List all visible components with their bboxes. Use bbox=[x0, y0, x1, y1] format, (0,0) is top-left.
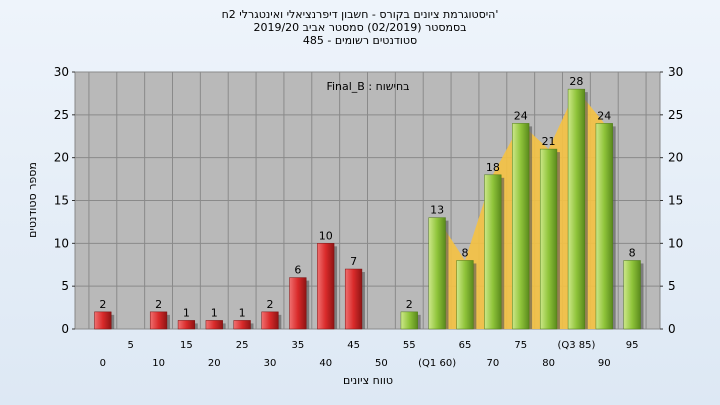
data-label: 18 bbox=[486, 161, 500, 174]
data-label: 7 bbox=[350, 255, 357, 268]
x-axis: 0 5 10 15 20 25 30 35 40 45 50 55(Q1 60)65 70 75 80(Q3… bbox=[100, 340, 639, 369]
x-tick-label: 0 bbox=[100, 358, 106, 369]
x-tick-label: 40 bbox=[319, 358, 332, 369]
data-label: 6 bbox=[294, 264, 301, 277]
data-label: 8 bbox=[462, 246, 469, 259]
y-axis-label: מספר סטודנטים bbox=[26, 162, 39, 238]
bar bbox=[177, 320, 196, 330]
x-tick-label: (Q1 60) bbox=[418, 358, 456, 369]
data-label: 24 bbox=[597, 109, 611, 122]
bar bbox=[205, 320, 223, 330]
data-label: 1 bbox=[239, 306, 246, 319]
y-tick-label-right: 5 bbox=[668, 279, 676, 293]
x-tick-label: 80 bbox=[542, 358, 555, 369]
bar bbox=[289, 277, 307, 330]
bar bbox=[400, 311, 418, 330]
data-label: 1 bbox=[183, 306, 190, 319]
y-tick-label-right: 0 bbox=[668, 322, 676, 336]
bars bbox=[94, 88, 644, 330]
data-label: 24 bbox=[514, 109, 528, 122]
x-tick-label: 95 bbox=[626, 340, 639, 351]
x-tick-label: 90 bbox=[598, 358, 611, 369]
data-label: 1 bbox=[211, 306, 218, 319]
chart-subtitle: בסמסטר (02/2019) סמסטר אביב 2019/20 bbox=[253, 21, 467, 34]
x-tick-label: 70 bbox=[486, 358, 499, 369]
y-tick-label-right: 10 bbox=[668, 236, 683, 250]
x-tick-label: (Q3 85) bbox=[557, 340, 595, 351]
data-label: 28 bbox=[569, 75, 583, 88]
bar bbox=[623, 260, 641, 330]
data-label: 2 bbox=[267, 298, 274, 311]
y-tick-label: 30 bbox=[54, 65, 69, 79]
y-tick-label: 0 bbox=[61, 322, 69, 336]
bar bbox=[539, 148, 558, 330]
y-tick-label-right: 15 bbox=[668, 194, 683, 208]
x-axis-label: טווח ציונים bbox=[343, 374, 393, 387]
data-label: 10 bbox=[319, 229, 333, 242]
bar bbox=[595, 123, 613, 330]
x-tick-label: 25 bbox=[236, 340, 249, 351]
x-tick-label: 45 bbox=[347, 340, 360, 351]
legend-text: Final_B : בחישוח bbox=[326, 80, 409, 93]
bar bbox=[149, 311, 168, 330]
y-tick-label: 10 bbox=[54, 236, 69, 250]
bar bbox=[428, 217, 446, 330]
bar bbox=[344, 268, 363, 330]
y-axis-right: 0 5 10 15 20 25 30 bbox=[660, 65, 683, 336]
bar bbox=[261, 311, 279, 330]
x-tick-label: 5 bbox=[128, 340, 134, 351]
x-tick-label: 20 bbox=[208, 358, 221, 369]
y-tick-label: 5 bbox=[61, 279, 69, 293]
y-axis-left: 0 5 10 15 20 25 30 bbox=[54, 65, 75, 336]
chart-title-block: 'היסטוגרמת ציונים בקורס - חשבון דיפרנציא… bbox=[0, 8, 720, 47]
x-tick-label: 65 bbox=[459, 340, 472, 351]
bar bbox=[484, 174, 502, 330]
y-tick-label-right: 20 bbox=[668, 151, 683, 165]
x-tick-label: 50 bbox=[375, 358, 388, 369]
bar bbox=[456, 260, 474, 330]
bar bbox=[317, 243, 335, 330]
y-tick-label: 15 bbox=[54, 194, 69, 208]
chart-title: 'היסטוגרמת ציונים בקורס - חשבון דיפרנציא… bbox=[221, 8, 499, 21]
data-label: 13 bbox=[430, 204, 444, 217]
chart-subtitle-students: סטודנטים רשומים - 485 bbox=[302, 34, 418, 47]
bar bbox=[94, 311, 112, 330]
x-tick-label: 15 bbox=[180, 340, 193, 351]
x-tick-label: 75 bbox=[514, 340, 527, 351]
y-tick-label: 20 bbox=[54, 151, 69, 165]
x-tick-label: 55 bbox=[403, 340, 416, 351]
data-label: 21 bbox=[542, 135, 556, 148]
data-label: 2 bbox=[99, 298, 106, 311]
x-tick-label: 35 bbox=[291, 340, 304, 351]
data-label: 2 bbox=[406, 298, 413, 311]
y-tick-label-right: 30 bbox=[668, 65, 683, 79]
bar bbox=[567, 88, 586, 330]
x-tick-label: 30 bbox=[264, 358, 277, 369]
bar bbox=[512, 123, 530, 330]
data-label: 2 bbox=[155, 298, 162, 311]
bar bbox=[233, 320, 251, 330]
y-tick-label: 25 bbox=[54, 108, 69, 122]
x-tick-label: 10 bbox=[152, 358, 165, 369]
data-label: 8 bbox=[629, 246, 636, 259]
y-tick-label-right: 25 bbox=[668, 108, 683, 122]
